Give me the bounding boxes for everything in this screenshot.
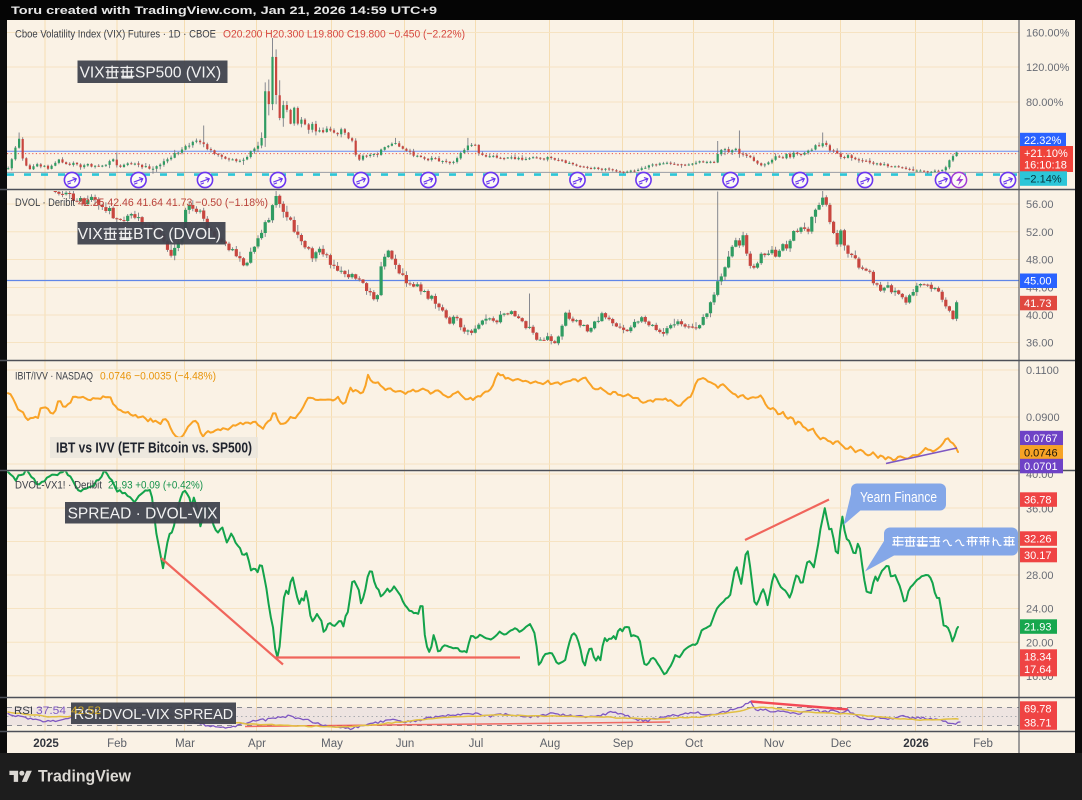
svg-text:Aug: Aug xyxy=(540,738,560,750)
svg-text:0.0746: 0.0746 xyxy=(1024,447,1058,459)
svg-text:22.32%: 22.32% xyxy=(1024,135,1062,147)
svg-text:38.71: 38.71 xyxy=(1024,718,1052,730)
svg-text:Jul: Jul xyxy=(469,738,484,750)
svg-text:IBT vs IVV (ETF Bitcoin vs. SP: IBT vs IVV (ETF Bitcoin vs. SP500) xyxy=(56,441,252,457)
svg-text:+21.10%: +21.10% xyxy=(1024,148,1068,160)
svg-text:SP500 (VIX): SP500 (VIX) xyxy=(135,65,221,82)
svg-text:20.00: 20.00 xyxy=(1026,638,1054,650)
svg-text:DVOL · Deribit: DVOL · Deribit xyxy=(15,197,76,209)
svg-text:52.00: 52.00 xyxy=(1026,227,1054,239)
svg-text:IBIT/IVV · NASDAQ: IBIT/IVV · NASDAQ xyxy=(15,371,93,383)
svg-text:Feb: Feb xyxy=(107,738,127,750)
svg-text:2026: 2026 xyxy=(903,738,929,750)
svg-text:DVOL-VX1! · Deribit: DVOL-VX1! · Deribit xyxy=(15,480,102,492)
svg-text:Nov: Nov xyxy=(764,738,785,750)
svg-text:40.00: 40.00 xyxy=(1026,310,1054,322)
svg-text:Sep: Sep xyxy=(613,738,633,750)
svg-text:37.54: 37.54 xyxy=(36,705,66,717)
svg-text:Oct: Oct xyxy=(685,738,704,750)
svg-text:21.93: 21.93 xyxy=(1024,622,1052,634)
svg-text:Jun: Jun xyxy=(396,738,415,750)
svg-text:RSI:DVOL-VIX SPREAD: RSI:DVOL-VIX SPREAD xyxy=(74,707,234,723)
svg-text:41.73: 41.73 xyxy=(1024,298,1052,310)
svg-text:36.00: 36.00 xyxy=(1026,338,1054,350)
svg-text:30.17: 30.17 xyxy=(1024,550,1052,562)
svg-text:48.00: 48.00 xyxy=(1026,255,1054,267)
svg-text:Apr: Apr xyxy=(248,738,266,750)
svg-text:36.78: 36.78 xyxy=(1024,495,1052,507)
svg-text:24.00: 24.00 xyxy=(1026,604,1054,616)
svg-text:RSI: RSI xyxy=(14,705,33,717)
svg-text:VIX: VIX xyxy=(80,65,106,82)
svg-text:Yearn Finance: Yearn Finance xyxy=(860,489,937,506)
svg-text:SPREAD · DVOL-VIX: SPREAD · DVOL-VIX xyxy=(68,506,219,523)
svg-text:May: May xyxy=(321,738,343,750)
svg-text:BTC (DVOL): BTC (DVOL) xyxy=(133,226,221,243)
svg-text:45.00: 45.00 xyxy=(1024,276,1052,288)
svg-text:−2.14%: −2.14% xyxy=(1024,174,1062,186)
svg-text:80.00%: 80.00% xyxy=(1026,97,1064,109)
svg-text:56.00: 56.00 xyxy=(1026,199,1054,211)
svg-text:32.26: 32.26 xyxy=(1024,534,1052,546)
svg-text:18.34: 18.34 xyxy=(1024,652,1052,664)
svg-text:28.00: 28.00 xyxy=(1026,570,1054,582)
svg-text:Mar: Mar xyxy=(175,738,195,750)
svg-text:42.52: 42.52 xyxy=(71,705,101,717)
svg-text:42.25 42.46 41.64 41.73 −0.50: 42.25 42.46 41.64 41.73 −0.50 (−1.18%) xyxy=(78,197,268,209)
svg-text:Feb: Feb xyxy=(973,738,993,750)
svg-text:0.0746 −0.0035 (−4.48%): 0.0746 −0.0035 (−4.48%) xyxy=(100,371,216,383)
svg-text:21.93 +0.09 (+0.42%): 21.93 +0.09 (+0.42%) xyxy=(108,480,203,492)
svg-text:Dec: Dec xyxy=(831,738,852,750)
svg-text:TradingView: TradingView xyxy=(38,768,131,786)
svg-text:120.00%: 120.00% xyxy=(1026,62,1070,74)
svg-text:0.0767: 0.0767 xyxy=(1024,433,1058,445)
svg-text:16:10:18: 16:10:18 xyxy=(1024,160,1067,172)
svg-text:O20.200 H20.300 L19.800 C19.80: O20.200 H20.300 L19.800 C19.800 −0.450 (… xyxy=(223,29,465,41)
svg-text:0.1100: 0.1100 xyxy=(1026,365,1059,377)
svg-text:0.0701: 0.0701 xyxy=(1024,461,1058,473)
svg-text:2025: 2025 xyxy=(33,738,59,750)
svg-text:17.64: 17.64 xyxy=(1024,664,1052,676)
svg-text:VIX: VIX xyxy=(78,226,104,243)
svg-text:160.00%: 160.00% xyxy=(1026,28,1070,40)
svg-text:Toru created with TradingView.: Toru created with TradingView.com, Jan 2… xyxy=(11,5,437,17)
svg-text:0.0900: 0.0900 xyxy=(1026,412,1060,424)
svg-text:69.78: 69.78 xyxy=(1024,704,1052,716)
svg-text:Cboe Volatility Index (VIX) Fu: Cboe Volatility Index (VIX) Futures · 1D… xyxy=(15,29,216,41)
